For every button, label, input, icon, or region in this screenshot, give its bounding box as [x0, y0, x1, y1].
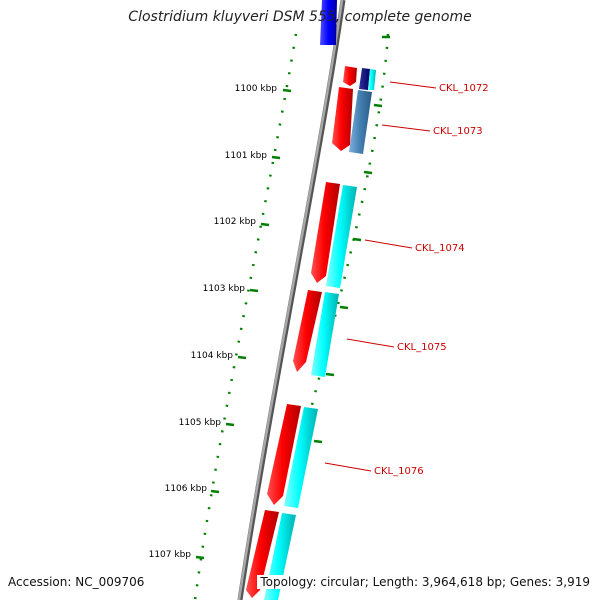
- accession-text: Accession: NC_009706: [8, 575, 145, 589]
- cds-block: [284, 407, 318, 508]
- gene-arrow: [343, 66, 357, 86]
- outer-dotted-axis: [193, 33, 298, 601]
- inner-tick-marks: [313, 35, 390, 444]
- label-leader: [389, 81, 437, 89]
- gene-arrow: [246, 510, 279, 598]
- tick-label: 1102 kbp: [214, 217, 257, 227]
- tick-mark: [210, 489, 220, 494]
- tick-label: 1107 kbp: [149, 550, 192, 560]
- gene-arrow: [267, 404, 301, 505]
- tick-label: 1101 kbp: [225, 151, 268, 161]
- tick-mark: [225, 422, 235, 427]
- tick-marks: [195, 88, 292, 560]
- tick-label: 1103 kbp: [203, 284, 246, 294]
- gene-label[interactable]: CKL_1072: [439, 83, 489, 94]
- gene-label[interactable]: CKL_1074: [415, 243, 465, 254]
- tick-mark: [271, 155, 281, 160]
- label-leader: [346, 338, 395, 348]
- map-title: Clostridium kluyveri DSM 555, complete g…: [128, 9, 472, 25]
- tick-label: 1100 kbp: [235, 84, 278, 94]
- gene-label[interactable]: CKL_1075: [397, 342, 447, 353]
- tick-mark: [352, 237, 362, 242]
- tick-mark: [237, 355, 247, 360]
- tick-mark: [373, 103, 383, 108]
- cds-block: [359, 68, 370, 90]
- cds-block: [326, 185, 357, 288]
- tick-mark: [249, 288, 259, 293]
- genome-backbone-highlight: [237, 0, 344, 601]
- tick-mark: [195, 555, 205, 560]
- tick-label: 1105 kbp: [179, 418, 222, 428]
- tick-mark: [260, 222, 270, 227]
- tick-label: 1104 kbp: [191, 351, 234, 361]
- tick-mark: [363, 170, 373, 175]
- gene-arrow: [332, 87, 353, 151]
- tick-label: 1106 kbp: [165, 484, 208, 494]
- feature-block: [320, 0, 337, 45]
- label-leader: [381, 124, 431, 132]
- tick-mark: [313, 439, 323, 444]
- gene-label[interactable]: CKL_1073: [433, 126, 483, 137]
- tick-mark: [282, 88, 292, 93]
- gene-arrow: [311, 182, 340, 283]
- tick-mark: [339, 305, 349, 310]
- cds-block: [349, 90, 372, 154]
- label-leader: [364, 239, 413, 249]
- genome-summary-text: Topology: circular; Length: 3,964,618 bp…: [257, 575, 590, 589]
- gene-label[interactable]: CKL_1076: [374, 466, 424, 477]
- cds-block: [368, 69, 376, 90]
- label-leader: [324, 462, 372, 472]
- gene-arrow: [293, 290, 322, 372]
- cds-block: [311, 292, 339, 377]
- tick-mark: [325, 372, 335, 377]
